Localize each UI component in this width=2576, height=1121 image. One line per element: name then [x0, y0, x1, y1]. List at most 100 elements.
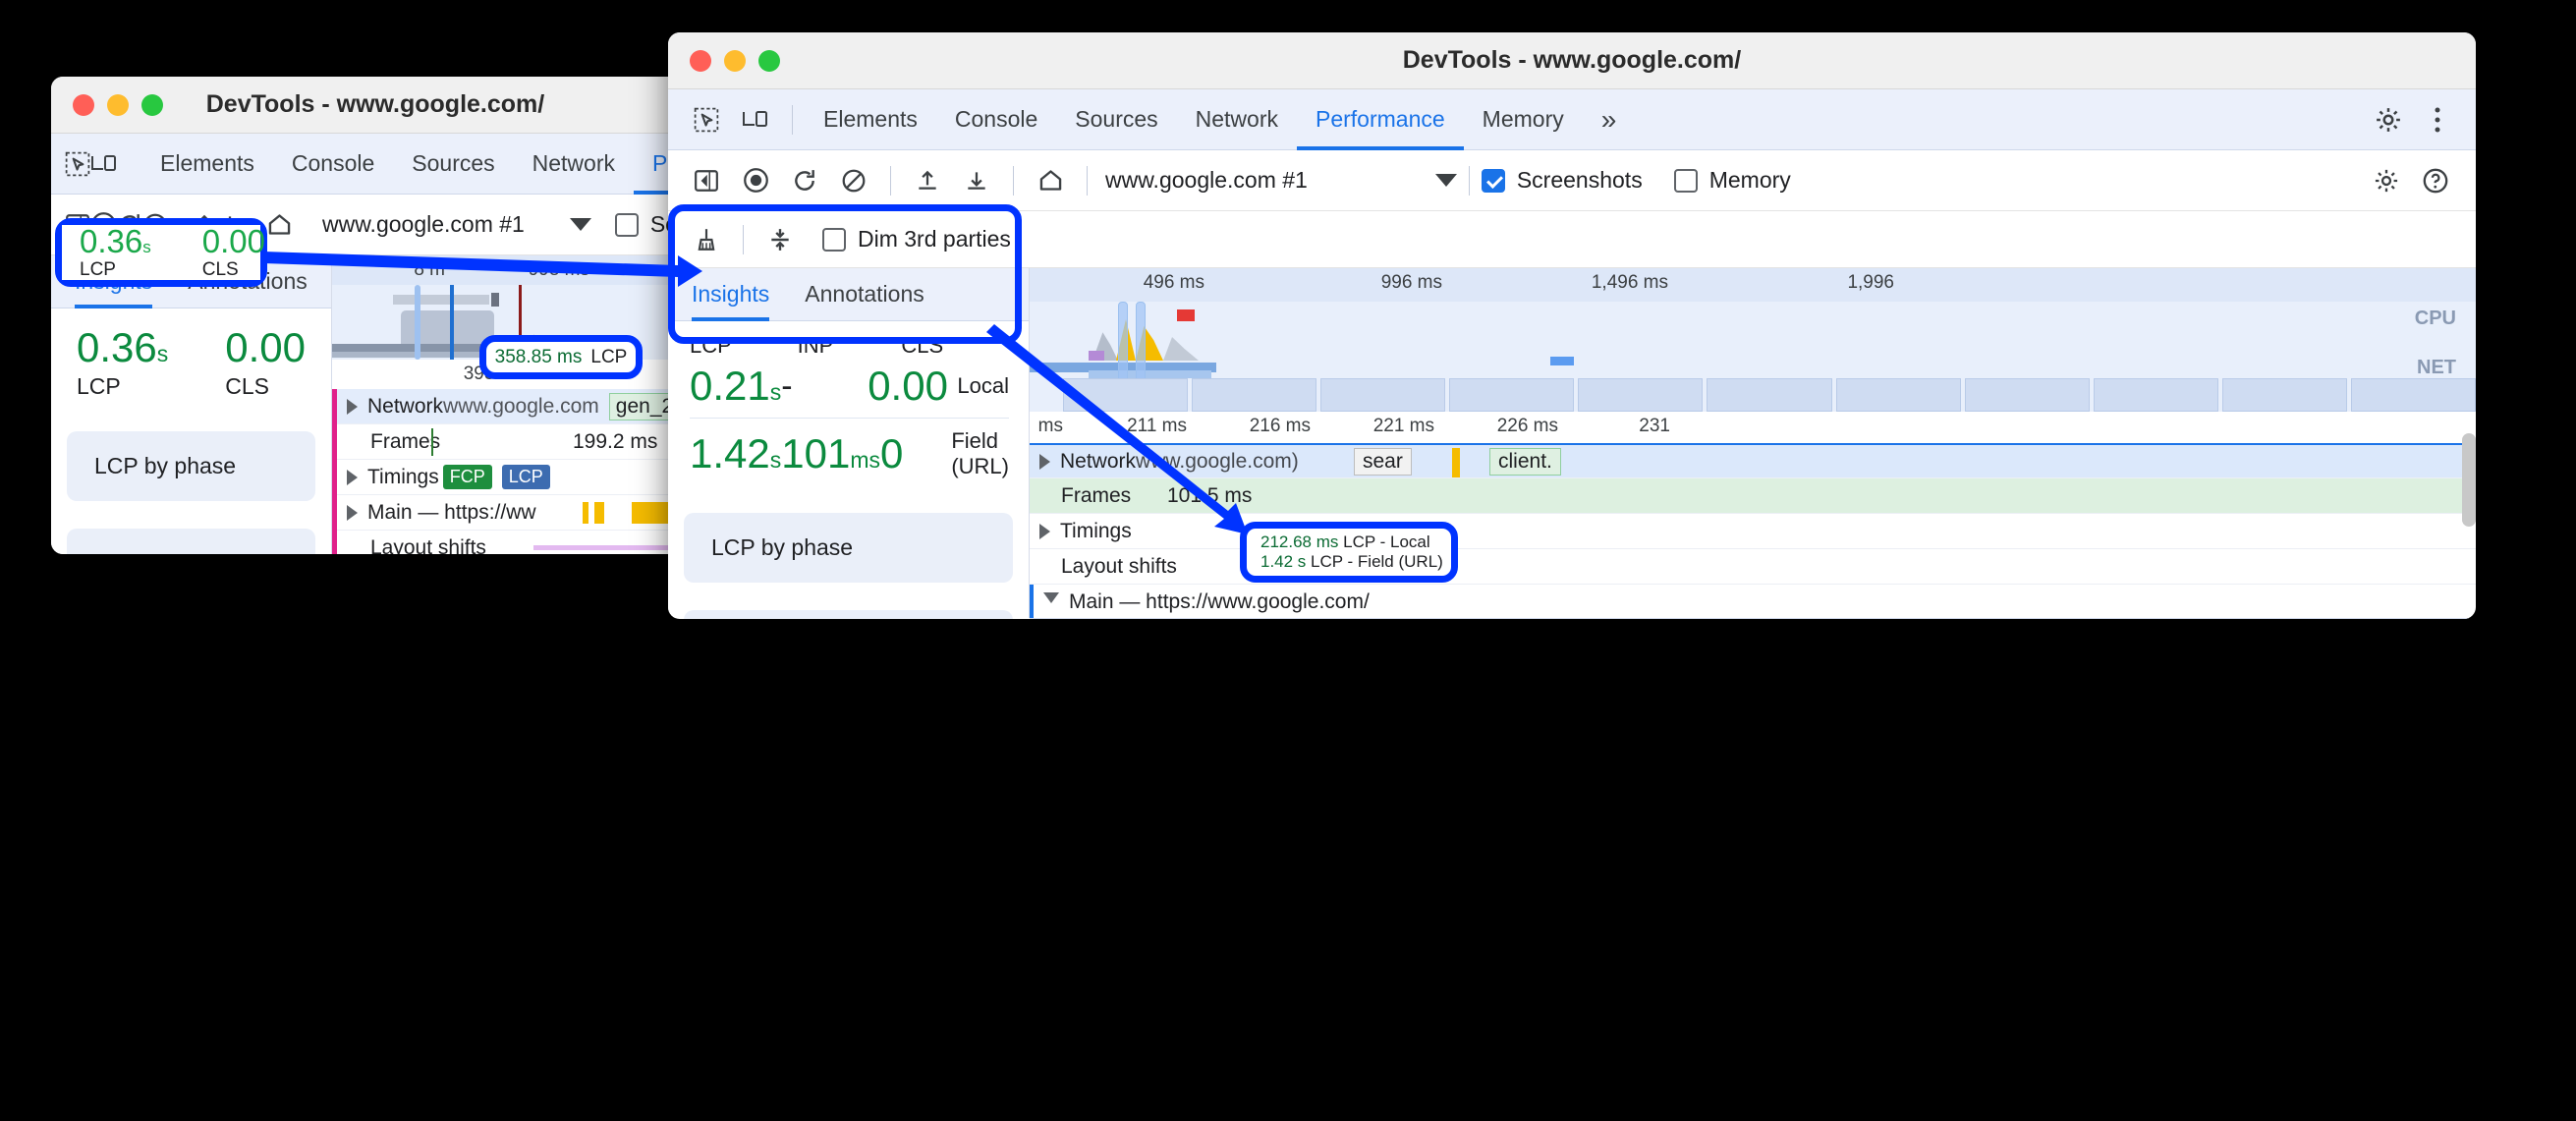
home-icon[interactable] [266, 202, 293, 248]
track-row-timings[interactable]: Timings [1030, 514, 2476, 549]
right-track-list[interactable]: Network www.google.com) sear client. Fra… [1030, 443, 2476, 618]
metric-lcp[interactable]: 0.36s LCP [77, 325, 168, 400]
tab-network[interactable]: Network [1195, 106, 1278, 132]
expander-icon[interactable] [1039, 453, 1050, 470]
insight-lcp-by-phase[interactable]: LCP by phase [684, 513, 1013, 583]
memory-label: Memory [1708, 167, 1791, 193]
chevron-down-icon[interactable] [569, 218, 591, 231]
tab-memory[interactable]: Memory [1482, 106, 1564, 132]
gear-icon[interactable] [2364, 97, 2413, 142]
annotation-metric-cls[interactable]: 0.00 CLS [202, 225, 265, 281]
chevron-down-icon[interactable] [1434, 174, 1457, 187]
track-row-network[interactable]: Network www.google.com) sear client. [1030, 443, 2476, 478]
checkbox-box[interactable] [822, 227, 846, 252]
fcp-badge[interactable]: FCP [442, 465, 492, 489]
expander-icon[interactable] [347, 398, 358, 415]
lcp-badge[interactable]: LCP [501, 465, 550, 489]
sidebar-toggle-icon[interactable] [682, 158, 731, 203]
subtab-annotations[interactable]: Annotations [805, 281, 924, 307]
record-icon[interactable] [731, 158, 780, 203]
close-window-button[interactable] [690, 49, 711, 72]
tab-sources[interactable]: Sources [412, 150, 495, 176]
memory-checkbox[interactable]: Memory [1673, 167, 1791, 194]
reload-and-record-icon[interactable] [780, 158, 829, 203]
upload-profile-icon[interactable] [903, 158, 952, 203]
right-overview-minimap[interactable]: CPU NET [1030, 302, 2476, 412]
left-tabstrip[interactable]: Elements Console Sources Network Perform… [51, 134, 700, 195]
track-row-frames[interactable]: Frames 199.2 ms [337, 424, 700, 460]
trace-selector[interactable]: www.google.com #1 [322, 211, 591, 238]
metric-cls[interactable]: 0.00 CLS [225, 325, 306, 400]
home-icon[interactable] [1026, 158, 1075, 203]
expander-icon[interactable] [347, 504, 358, 521]
track-row-main-google[interactable]: Main — https://ww [337, 495, 700, 531]
track-row-timings[interactable]: Timings FCP LCP [337, 460, 700, 495]
checkbox-box[interactable] [614, 212, 639, 237]
tab-network[interactable]: Network [532, 150, 615, 176]
download-profile-icon[interactable] [952, 158, 1001, 203]
tab-console[interactable]: Console [291, 150, 375, 176]
right-tabstrip[interactable]: Elements Console Sources Network Perform… [668, 89, 2476, 150]
annotation-metric-lcp[interactable]: 0.36s LCP [80, 225, 151, 281]
right-traffic-lights[interactable] [668, 49, 780, 72]
left-track-list[interactable]: Network www.google.com gen_204 (www.goo … [332, 389, 700, 554]
minimize-window-button[interactable] [107, 93, 129, 116]
device-toolbar-icon[interactable] [731, 97, 780, 142]
left-metrics-card[interactable]: 0.36s LCP 0.00 CLS [51, 308, 331, 419]
tab-elements[interactable]: Elements [160, 150, 254, 176]
checkbox-box[interactable] [1673, 168, 1698, 193]
track-row-layout-shifts[interactable]: Layout shifts [337, 531, 700, 554]
minimize-window-button[interactable] [724, 49, 746, 72]
devtools-window-right[interactable]: DevTools - www.google.com/ Elements Cons… [668, 32, 2476, 619]
subtab-insights[interactable]: Insights [692, 268, 769, 321]
trace-selector[interactable]: www.google.com #1 [1105, 167, 1457, 194]
expander-icon[interactable] [1039, 523, 1050, 539]
track-row-layout-shifts[interactable]: Layout shifts [1030, 549, 2476, 585]
zoom-window-button[interactable] [141, 93, 163, 116]
more-options-icon[interactable] [2413, 97, 2462, 142]
collapse-expand-icon[interactable] [756, 217, 805, 262]
help-icon[interactable] [2411, 158, 2460, 203]
bottom-tab-call-tree[interactable]: Call tree [1325, 619, 1410, 620]
tab-performance[interactable]: Performance [1297, 89, 1464, 150]
track-row-main-google[interactable]: Main — https://www.google.com/ [1030, 585, 2476, 618]
right-bottom-tabs[interactable]: Summary Bottom-up Call tree Event log [1030, 618, 2476, 619]
track-row-frames[interactable]: Frames 101.5 ms [1030, 478, 2476, 514]
broom-icon[interactable] [682, 217, 731, 262]
right-performance-toolbar[interactable]: www.google.com #1 Screenshots Memory [668, 150, 2476, 211]
network-chip-client[interactable]: client. [1489, 447, 1561, 476]
metrics-row-field[interactable]: 1.42s 101ms 0 Field (URL) [690, 419, 1009, 479]
tab-sources[interactable]: Sources [1075, 106, 1158, 132]
metrics-row-local[interactable]: 0.21s - 0.00 Local [690, 359, 1009, 420]
right-insights-subtabs[interactable]: Insights Annotations [668, 268, 1029, 321]
insight-lcp-request-discovery[interactable]: LCP request discovery [67, 529, 315, 554]
tab-elements[interactable]: Elements [823, 106, 918, 132]
close-window-button[interactable] [73, 93, 94, 116]
insight-lcp-request-discovery[interactable]: LCP request discovery [684, 610, 1013, 619]
right-secondary-toolbar[interactable]: Dim 3rd parties [668, 211, 2476, 268]
clear-icon[interactable] [829, 158, 878, 203]
inspect-element-icon[interactable] [65, 141, 90, 187]
annotation-left-metrics-content[interactable]: 0.36s LCP 0.00 CLS [62, 225, 265, 281]
dim-3rd-parties-checkbox[interactable]: Dim 3rd parties [822, 226, 1011, 252]
expander-icon[interactable] [347, 469, 358, 485]
devtools-window-left[interactable]: DevTools - www.google.com/ Elements Cons… [51, 77, 700, 554]
bottom-tab-event-log[interactable]: Event log [1442, 619, 1537, 620]
right-metrics-table[interactable]: LCP INP CLS 0.21s - 0.00 Local [668, 321, 1029, 489]
more-tabs-icon[interactable]: » [1600, 103, 1617, 135]
bottom-tab-summary[interactable]: Summary [1057, 619, 1153, 620]
inspect-element-icon[interactable] [682, 97, 731, 142]
tab-console[interactable]: Console [954, 106, 1038, 132]
device-toolbar-icon[interactable] [90, 141, 118, 187]
checkbox-box[interactable] [1481, 168, 1505, 193]
timeline-scrollbar[interactable] [2462, 433, 2476, 527]
screenshots-checkbox[interactable]: Screenshots [1481, 167, 1643, 194]
capture-settings-gear-icon[interactable] [2362, 158, 2411, 203]
bottom-tab-bottom-up[interactable]: Bottom-up [1187, 619, 1291, 620]
network-chip-search[interactable]: sear [1354, 447, 1412, 476]
left-traffic-lights[interactable] [51, 93, 163, 116]
track-row-network[interactable]: Network www.google.com gen_204 (www.goo [337, 389, 700, 424]
zoom-window-button[interactable] [758, 49, 780, 72]
insight-lcp-by-phase[interactable]: LCP by phase [67, 431, 315, 502]
expander-icon[interactable] [1043, 592, 1059, 611]
